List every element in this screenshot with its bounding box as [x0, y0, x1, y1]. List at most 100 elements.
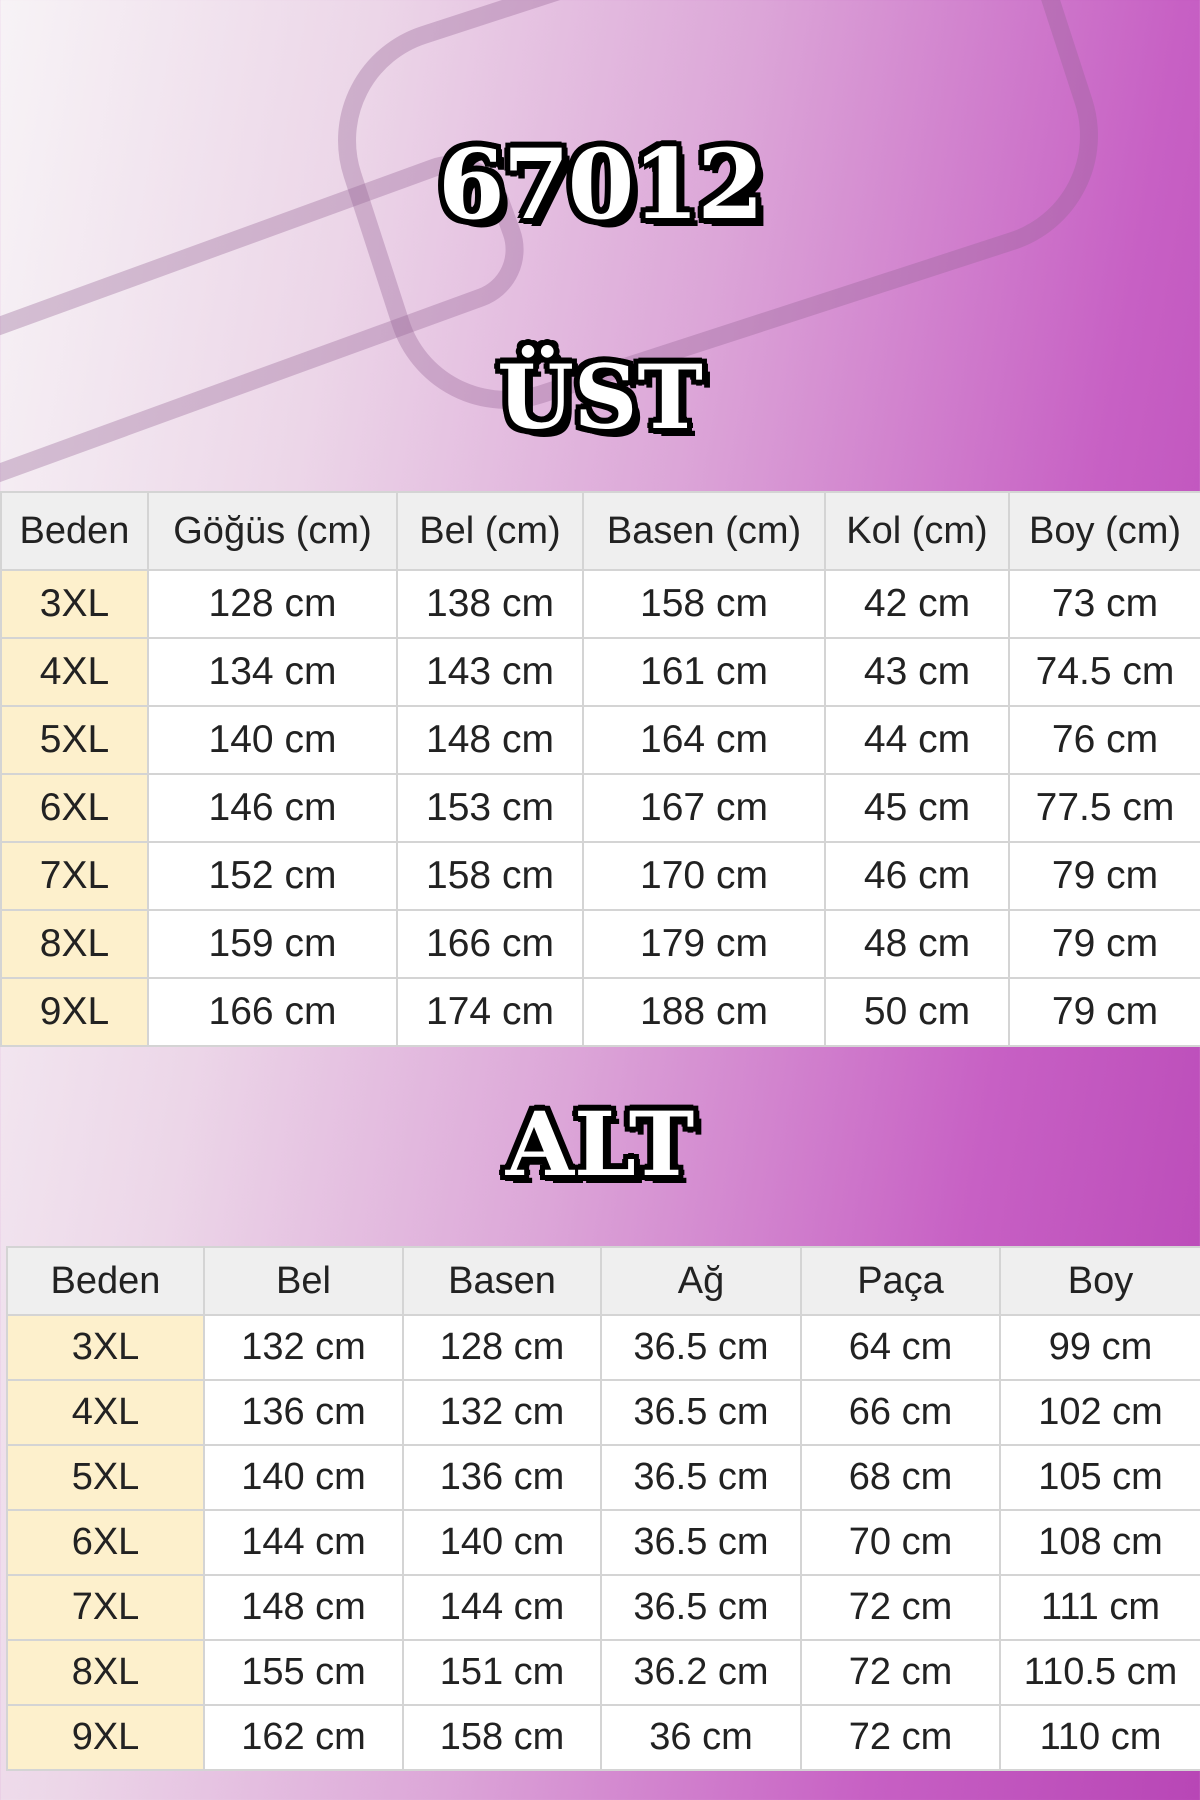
measurement-cell: 179 cm: [582, 909, 826, 979]
measurement-cell: 158 cm: [582, 569, 826, 639]
measurement-cell: 48 cm: [824, 909, 1010, 979]
measurement-cell: 146 cm: [147, 773, 398, 843]
table-row: 4XL 136 cm 132 cm 36.5 cm 66 cm 102 cm: [6, 1379, 1200, 1446]
measurement-cell: 152 cm: [147, 841, 398, 911]
product-code: 67012: [438, 128, 764, 241]
column-header: Basen: [402, 1246, 602, 1316]
measurement-cell: 128 cm: [402, 1314, 602, 1381]
table-row: 4XL 134 cm 143 cm 161 cm 43 cm 74.5 cm: [0, 637, 1200, 707]
measurement-cell: 72 cm: [800, 1704, 1001, 1771]
upper-heading: ÜST: [497, 345, 703, 449]
measurement-cell: 158 cm: [402, 1704, 602, 1771]
table-row: 6XL 144 cm 140 cm 36.5 cm 70 cm 108 cm: [6, 1509, 1200, 1576]
table-row: 3XL 132 cm 128 cm 36.5 cm 64 cm 99 cm: [6, 1314, 1200, 1381]
measurement-cell: 74.5 cm: [1008, 637, 1200, 707]
measurement-cell: 153 cm: [396, 773, 584, 843]
measurement-cell: 167 cm: [582, 773, 826, 843]
column-header: Kol (cm): [824, 491, 1010, 571]
measurement-cell: 36.2 cm: [600, 1639, 802, 1706]
measurement-cell: 79 cm: [1008, 977, 1200, 1047]
table-row: 7XL 152 cm 158 cm 170 cm 46 cm 79 cm: [0, 841, 1200, 911]
measurement-cell: 36.5 cm: [600, 1444, 802, 1511]
size-cell: 7XL: [0, 841, 149, 911]
measurement-cell: 158 cm: [396, 841, 584, 911]
measurement-cell: 105 cm: [999, 1444, 1200, 1511]
column-header: Basen (cm): [582, 491, 826, 571]
measurement-cell: 144 cm: [203, 1509, 404, 1576]
lower-heading: ALT: [505, 1092, 695, 1196]
column-header: Beden: [0, 491, 149, 571]
table-row: 8XL 155 cm 151 cm 36.2 cm 72 cm 110.5 cm: [6, 1639, 1200, 1706]
column-header: Beden: [6, 1246, 205, 1316]
measurement-cell: 45 cm: [824, 773, 1010, 843]
measurement-cell: 110.5 cm: [999, 1639, 1200, 1706]
size-cell: 8XL: [6, 1639, 205, 1706]
column-header: Boy (cm): [1008, 491, 1200, 571]
header-row: Beden Bel Basen Ağ Paça Boy: [6, 1246, 1200, 1316]
measurement-cell: 138 cm: [396, 569, 584, 639]
measurement-cell: 72 cm: [800, 1639, 1001, 1706]
measurement-cell: 50 cm: [824, 977, 1010, 1047]
size-cell: 3XL: [0, 569, 149, 639]
table-row: 5XL 140 cm 136 cm 36.5 cm 68 cm 105 cm: [6, 1444, 1200, 1511]
measurement-cell: 44 cm: [824, 705, 1010, 775]
measurement-cell: 132 cm: [402, 1379, 602, 1446]
measurement-cell: 108 cm: [999, 1509, 1200, 1576]
measurement-cell: 132 cm: [203, 1314, 404, 1381]
measurement-cell: 162 cm: [203, 1704, 404, 1771]
lower-size-table: Beden Bel Basen Ağ Paça Boy 3XL 132 cm 128 cm 36…: [6, 1246, 1200, 1771]
upper-size-table: Beden Göğüs (cm) Bel (cm) Basen (cm) Kol (cm…: [0, 491, 1200, 1047]
measurement-cell: 140 cm: [147, 705, 398, 775]
measurement-cell: 128 cm: [147, 569, 398, 639]
measurement-cell: 36.5 cm: [600, 1379, 802, 1446]
size-cell: 4XL: [6, 1379, 205, 1446]
measurement-cell: 164 cm: [582, 705, 826, 775]
column-header: Bel: [203, 1246, 404, 1316]
measurement-cell: 99 cm: [999, 1314, 1200, 1381]
measurement-cell: 36 cm: [600, 1704, 802, 1771]
measurement-cell: 144 cm: [402, 1574, 602, 1641]
table-row: 9XL 166 cm 174 cm 188 cm 50 cm 79 cm: [0, 977, 1200, 1047]
measurement-cell: 76 cm: [1008, 705, 1200, 775]
measurement-cell: 161 cm: [582, 637, 826, 707]
column-header: Boy: [999, 1246, 1200, 1316]
measurement-cell: 111 cm: [999, 1574, 1200, 1641]
size-cell: 8XL: [0, 909, 149, 979]
measurement-cell: 36.5 cm: [600, 1574, 802, 1641]
measurement-cell: 42 cm: [824, 569, 1010, 639]
measurement-cell: 102 cm: [999, 1379, 1200, 1446]
measurement-cell: 79 cm: [1008, 909, 1200, 979]
column-header: Ağ: [600, 1246, 802, 1316]
size-cell: 9XL: [6, 1704, 205, 1771]
measurement-cell: 136 cm: [402, 1444, 602, 1511]
size-cell: 4XL: [0, 637, 149, 707]
table-row: 9XL 162 cm 158 cm 36 cm 72 cm 110 cm: [6, 1704, 1200, 1771]
measurement-cell: 66 cm: [800, 1379, 1001, 1446]
size-cell: 3XL: [6, 1314, 205, 1381]
measurement-cell: 166 cm: [147, 977, 398, 1047]
size-cell: 7XL: [6, 1574, 205, 1641]
measurement-cell: 79 cm: [1008, 841, 1200, 911]
table-row: 8XL 159 cm 166 cm 179 cm 48 cm 79 cm: [0, 909, 1200, 979]
header-row: Beden Göğüs (cm) Bel (cm) Basen (cm) Kol (cm…: [0, 491, 1200, 571]
measurement-cell: 36.5 cm: [600, 1314, 802, 1381]
size-cell: 9XL: [0, 977, 149, 1047]
measurement-cell: 43 cm: [824, 637, 1010, 707]
column-header: Göğüs (cm): [147, 491, 398, 571]
measurement-cell: 159 cm: [147, 909, 398, 979]
measurement-cell: 36.5 cm: [600, 1509, 802, 1576]
measurement-cell: 140 cm: [402, 1509, 602, 1576]
size-cell: 6XL: [0, 773, 149, 843]
measurement-cell: 136 cm: [203, 1379, 404, 1446]
table-row: 3XL 128 cm 138 cm 158 cm 42 cm 73 cm: [0, 569, 1200, 639]
measurement-cell: 166 cm: [396, 909, 584, 979]
measurement-cell: 170 cm: [582, 841, 826, 911]
table-row: 6XL 146 cm 153 cm 167 cm 45 cm 77.5 cm: [0, 773, 1200, 843]
measurement-cell: 148 cm: [396, 705, 584, 775]
table-row: 7XL 148 cm 144 cm 36.5 cm 72 cm 111 cm: [6, 1574, 1200, 1641]
measurement-cell: 174 cm: [396, 977, 584, 1047]
measurement-cell: 143 cm: [396, 637, 584, 707]
measurement-cell: 140 cm: [203, 1444, 404, 1511]
size-cell: 5XL: [0, 705, 149, 775]
measurement-cell: 46 cm: [824, 841, 1010, 911]
